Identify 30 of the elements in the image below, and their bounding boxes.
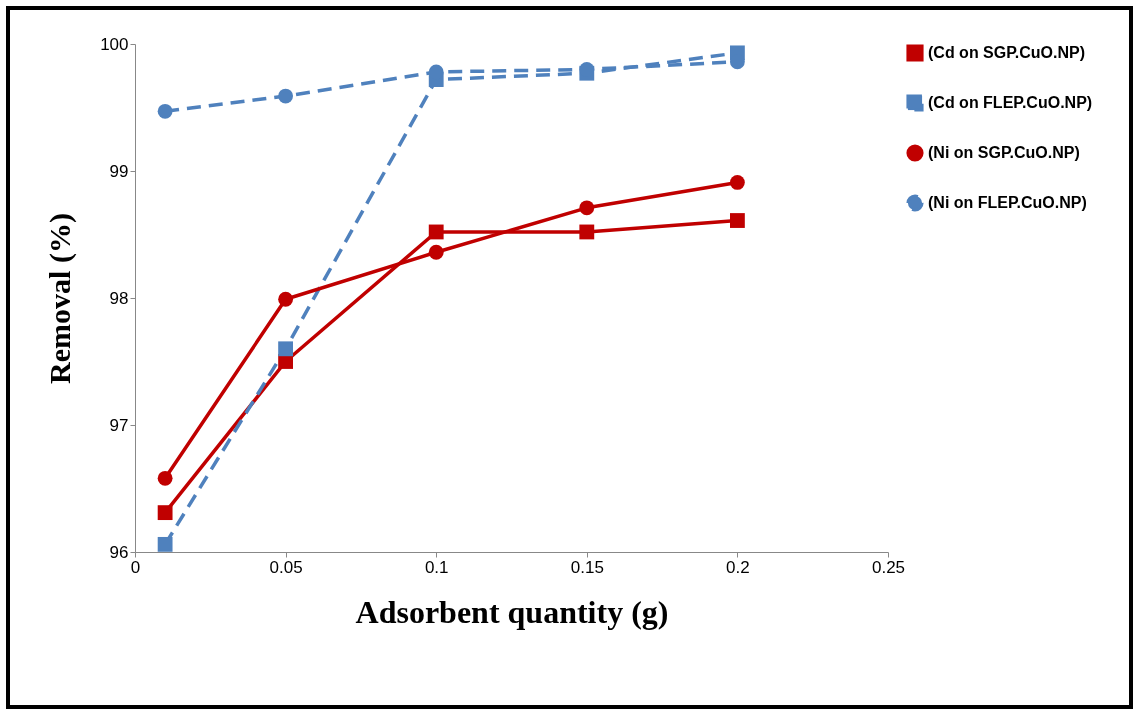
legend-label: (Ni on SGP.CuO.NP) <box>928 144 1080 161</box>
point <box>157 103 173 119</box>
y-tick-label: 100 <box>100 34 129 54</box>
x-tick-label: 0.05 <box>269 557 303 577</box>
point <box>579 224 595 240</box>
y-tick-label: 96 <box>109 542 129 562</box>
point <box>729 213 745 228</box>
x-tick-label: 0.15 <box>570 557 604 577</box>
x-tick-label: 0 <box>130 557 141 577</box>
point <box>428 244 444 260</box>
point <box>157 536 173 552</box>
y-tick-label: 97 <box>109 415 129 435</box>
point <box>278 88 294 104</box>
y-tick-label: 98 <box>109 288 129 308</box>
point <box>428 224 444 240</box>
point <box>278 341 294 357</box>
point <box>579 200 595 216</box>
x-tick-label: 0.2 <box>726 557 750 577</box>
legend-label: (Cd on SGP.CuO.NP) <box>928 44 1086 61</box>
point <box>157 505 173 521</box>
y-tick-label: 99 <box>109 161 129 181</box>
x-tick-label: 0.25 <box>871 557 906 577</box>
x-tick-label: 0.1 <box>424 557 449 577</box>
y-axis-title: Removal (%) <box>43 213 78 384</box>
point <box>729 175 745 190</box>
legend-label: (Ni on FLEP.CuO.NP) <box>928 194 1087 211</box>
point <box>157 470 173 486</box>
point <box>278 291 294 307</box>
x-axis-title: Adsorbent quantity (g) <box>355 593 669 630</box>
legend-label: (Cd on FLEP.CuO.NP) <box>928 94 1093 111</box>
